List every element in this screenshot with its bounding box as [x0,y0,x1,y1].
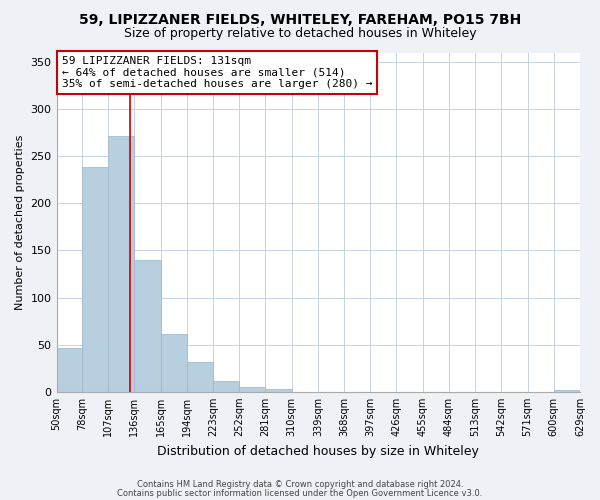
Bar [265,389,292,392]
Text: 59, LIPIZZANER FIELDS, WHITELEY, FAREHAM, PO15 7BH: 59, LIPIZZANER FIELDS, WHITELEY, FAREHAM… [79,12,521,26]
Bar [187,362,213,392]
Text: Contains public sector information licensed under the Open Government Licence v3: Contains public sector information licen… [118,488,482,498]
Bar [108,136,134,392]
Bar [161,334,187,392]
Bar [554,390,580,392]
Text: Contains HM Land Registry data © Crown copyright and database right 2024.: Contains HM Land Registry data © Crown c… [137,480,463,489]
Text: Size of property relative to detached houses in Whiteley: Size of property relative to detached ho… [124,28,476,40]
Bar [239,387,265,392]
Bar [213,382,239,392]
X-axis label: Distribution of detached houses by size in Whiteley: Distribution of detached houses by size … [157,444,479,458]
Bar [82,166,108,392]
Y-axis label: Number of detached properties: Number of detached properties [15,134,25,310]
Text: 59 LIPIZZANER FIELDS: 131sqm
← 64% of detached houses are smaller (514)
35% of s: 59 LIPIZZANER FIELDS: 131sqm ← 64% of de… [62,56,372,89]
Bar [134,260,161,392]
Bar [56,348,82,392]
